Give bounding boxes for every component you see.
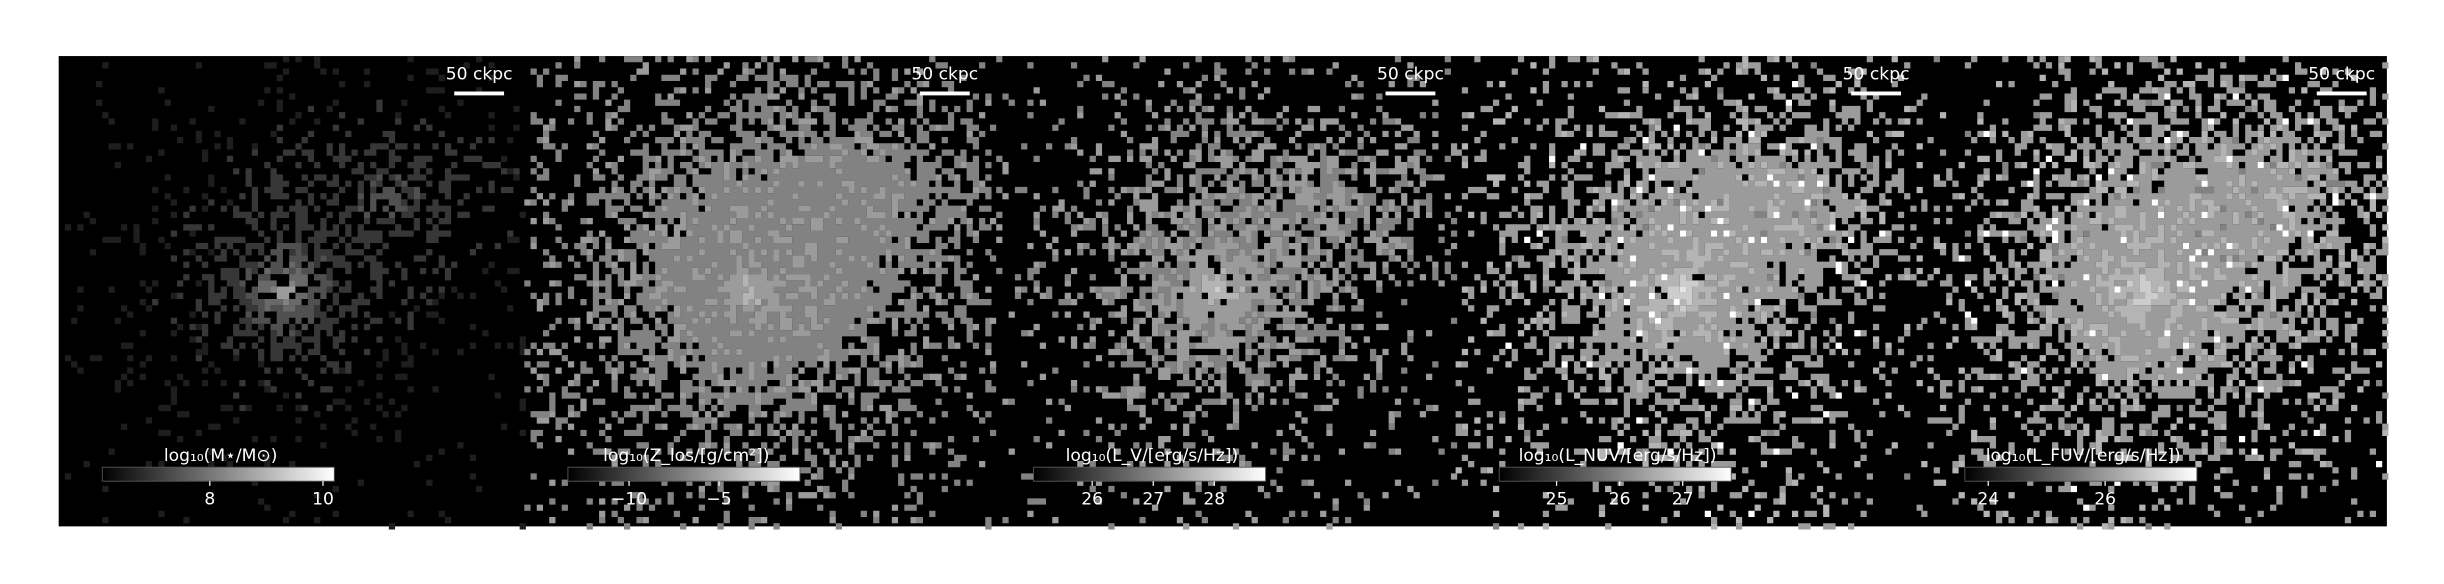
image-pixels: [742, 274, 762, 306]
scale-bar-label: 50 ckpc: [446, 64, 513, 84]
image-pixels: [1455, 56, 1923, 530]
image-pixels: [1921, 56, 2389, 530]
colorbar-tick-label: 26: [1081, 490, 1103, 510]
colorbar: [1964, 466, 2198, 482]
panel: 50 ckpc log₁₀(Z_los/[g/cm²]) −10 −5: [524, 56, 992, 530]
colorbar-label: log₁₀(L_FUV/[erg/s/Hz]): [1986, 446, 2181, 466]
colorbar-label: log₁₀(L_V/[erg/s/Hz]): [1066, 446, 1239, 466]
colorbar-tick-label: 10: [312, 490, 334, 510]
panel: 50 ckpc log₁₀(L_FUV/[erg/s/Hz]) 24 26: [1921, 56, 2389, 530]
colorbar-tick-label: 26: [2094, 490, 2116, 510]
image-pixels: [276, 286, 296, 300]
image-pixels: [524, 56, 992, 530]
scale-bar-label: 50 ckpc: [1843, 64, 1910, 84]
image-pixels: [64, 56, 526, 530]
colorbar-tick-label: 27: [1142, 490, 1164, 510]
colorbar-label: log₁₀(L_NUV/[erg/s/Hz]): [1519, 446, 1717, 466]
colorbar-label: log₁₀(M⋆/M⊙): [164, 446, 278, 466]
image-pixels: [524, 56, 992, 524]
image-pixels: [1214, 286, 1221, 293]
image-pixels: [1667, 274, 1699, 312]
image-pixels: [2126, 274, 2165, 306]
colorbar-tick-label: 28: [1203, 490, 1225, 510]
scale-bar-label: 50 ckpc: [2308, 64, 2375, 84]
colorbar-label: log₁₀(Z_los/[g/cm²]): [603, 446, 769, 466]
colorbar-tick-label: 26: [1609, 490, 1631, 510]
colorbar-tick-label: −10: [611, 490, 647, 510]
colorbar-tick-label: 25: [1546, 490, 1568, 510]
colorbar: [1033, 466, 1267, 482]
colorbar: [101, 466, 335, 482]
image-pixels: [989, 56, 1458, 530]
image-pixels: [1189, 267, 1246, 306]
colorbar-tick-label: 8: [204, 490, 215, 510]
colorbar: [1498, 466, 1732, 482]
colorbar-tick-label: −5: [706, 490, 731, 510]
colorbar: [567, 466, 801, 482]
colorbar-tick-label: 24: [1977, 490, 1999, 510]
image-pixels: [1679, 286, 1687, 293]
scale-bar-label: 50 ckpc: [911, 64, 978, 84]
scale-bar-label: 50 ckpc: [1377, 64, 1444, 84]
colorbar-tick-label: 27: [1672, 490, 1694, 510]
